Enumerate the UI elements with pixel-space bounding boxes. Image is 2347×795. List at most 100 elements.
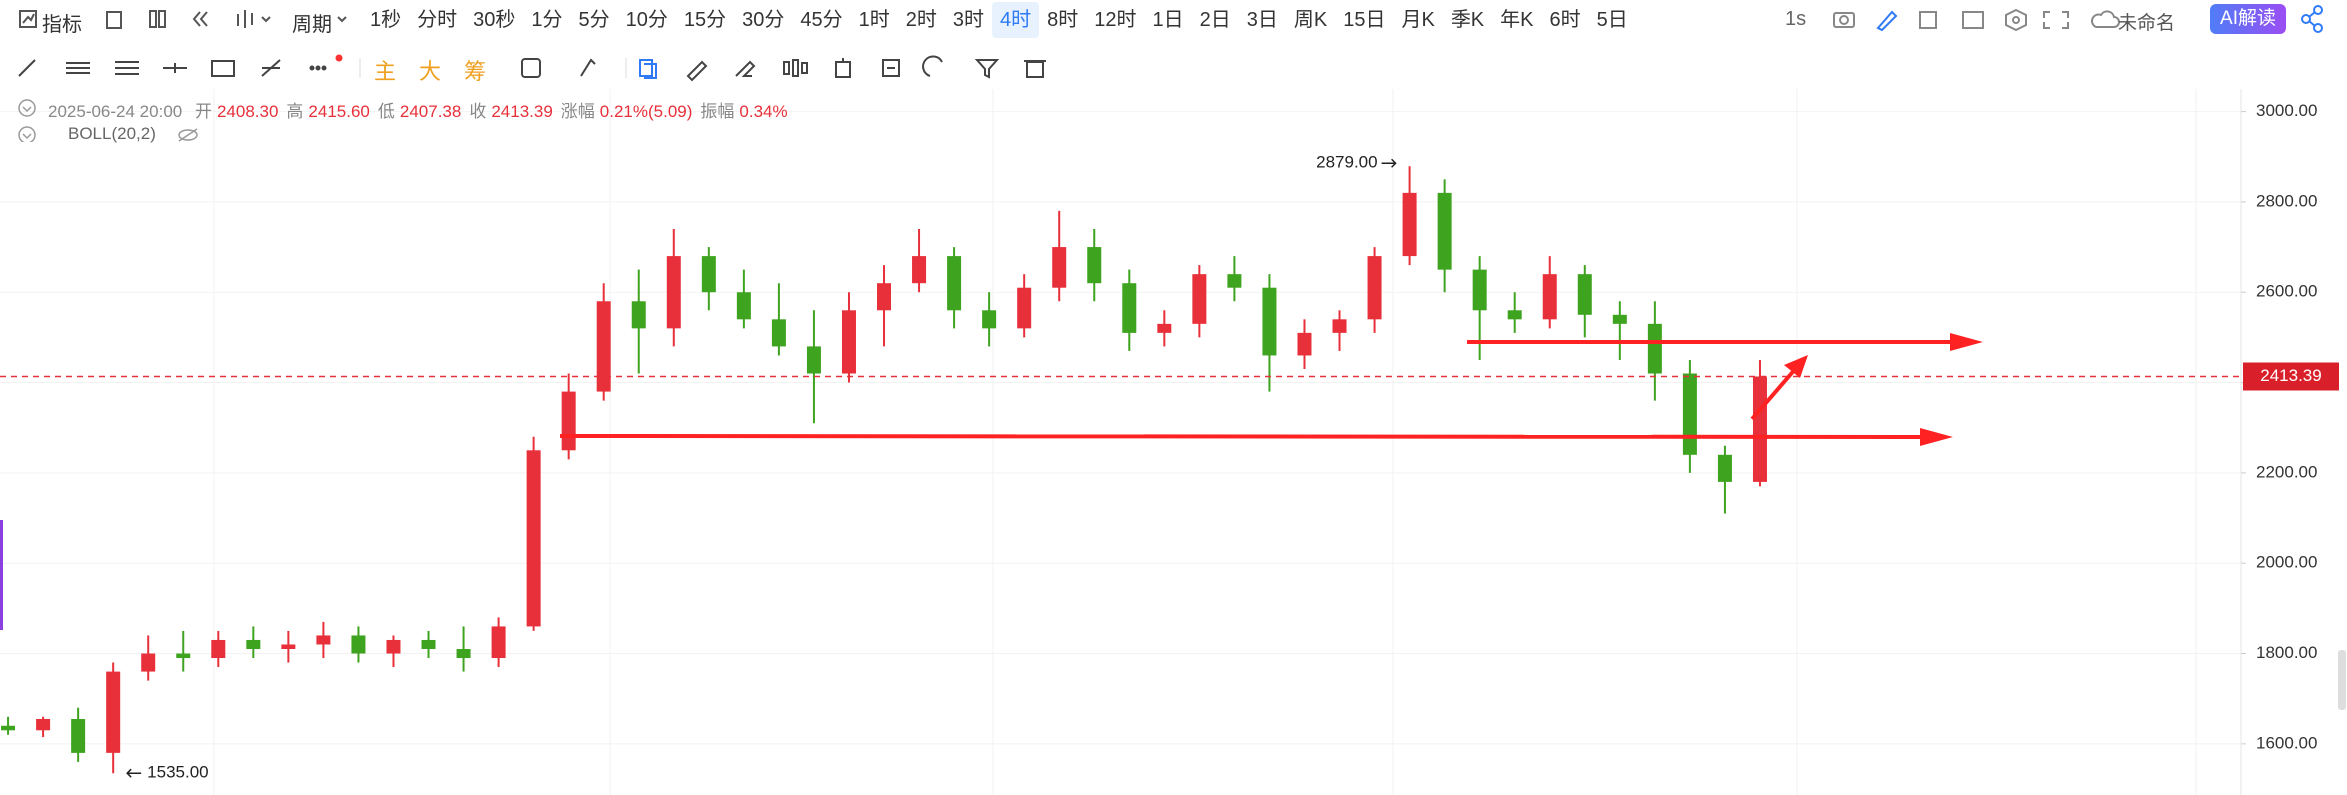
candle-body	[596, 301, 611, 392]
chip-tool[interactable]: 主	[374, 59, 397, 84]
candle-body	[1052, 247, 1067, 288]
boll-label: BOLL(20,2)	[68, 124, 156, 143]
candle-body	[456, 649, 471, 659]
candle-body	[701, 256, 716, 293]
field-value: 2408.30	[216, 102, 279, 121]
speed[interactable]: 1s	[1785, 8, 1807, 30]
interval-button[interactable]: 10分	[625, 9, 668, 31]
y-tick-label: 3000.00	[2256, 101, 2317, 120]
interval-button[interactable]: 1秒	[370, 9, 402, 31]
candle-body	[106, 671, 121, 753]
field-label: 开	[194, 102, 212, 121]
candle-body	[666, 256, 681, 329]
chart-name[interactable]: 未命名	[2118, 13, 2176, 34]
interval-button[interactable]: 45分	[800, 9, 843, 31]
interval-button[interactable]: 15分	[683, 9, 727, 31]
y-tick-label: 2800.00	[2256, 191, 2317, 210]
interval-button[interactable]: 4时	[992, 2, 1040, 38]
interval-list: 1秒 分时 30秒 1分 5分 10分 15分 30分 45分 1时 2时 3时 4时 8时 12时 1日 2日…	[362, 2, 1636, 38]
candle-body	[351, 635, 366, 654]
interval-button[interactable]: 12时	[1094, 9, 1137, 31]
field-value: 0.34%	[739, 102, 788, 121]
candle-body	[1542, 274, 1557, 320]
candle-body	[316, 635, 331, 645]
candle-body	[947, 256, 962, 311]
candle-body	[771, 319, 786, 347]
info-icons	[18, 99, 36, 142]
interval-button[interactable]: 年K	[1500, 9, 1534, 31]
scrollbar[interactable]	[2338, 650, 2346, 710]
candle-body	[1437, 192, 1452, 270]
candle-body	[1262, 287, 1277, 356]
period-button[interactable]: 周期	[292, 14, 332, 36]
candle-body	[421, 639, 436, 649]
candle-body	[561, 391, 576, 451]
field-label: 涨幅	[560, 102, 595, 121]
chip-tools: 主大筹	[374, 54, 486, 86]
datetime: 2025-06-24 20:00	[48, 102, 183, 121]
plot: 1600.001800.002000.002200.002400.002600.…	[0, 101, 2339, 782]
field-value: 2415.60	[308, 102, 370, 121]
ohlc-info: 2025-06-24 20:00 开 2408.30 高 2415.60 低 2407.3…	[48, 97, 796, 122]
candle-body	[1122, 283, 1137, 333]
interval-button[interactable]: 1分	[531, 9, 563, 31]
visibility-icon[interactable]	[174, 125, 204, 145]
candle-body	[141, 653, 156, 672]
share-icon[interactable]	[2298, 0, 2328, 40]
candle-body	[1402, 192, 1417, 257]
candle-body	[1367, 256, 1382, 320]
candle-body	[246, 639, 261, 649]
field-value: 2407.38	[399, 102, 462, 121]
last-price-box	[2243, 362, 2339, 391]
candle-body	[1507, 310, 1522, 320]
candle-body	[1472, 269, 1487, 311]
interval-button[interactable]: 季K	[1450, 9, 1485, 31]
interval-button[interactable]: 6时	[1549, 9, 1581, 31]
interval-button[interactable]: 5分	[578, 9, 610, 31]
candle-body	[982, 310, 997, 329]
y-tick-label: 2200.00	[2256, 462, 2317, 481]
field-value: 0.21%(5.09)	[599, 102, 693, 121]
candle-body	[281, 644, 296, 649]
drawn-arrows	[559, 333, 1983, 446]
candle-body	[1192, 274, 1207, 324]
interval-button[interactable]: 15日	[1343, 9, 1386, 31]
candle-body	[877, 283, 892, 311]
candle-body	[491, 626, 506, 659]
field-label: 低	[377, 102, 395, 121]
min-arrow	[126, 768, 142, 778]
y-tick-label: 1800.00	[2256, 643, 2317, 662]
max-arrow	[1381, 158, 1397, 168]
drawing-icons	[18, 54, 1046, 82]
interval-button[interactable]: 3时	[952, 9, 984, 31]
interval-button[interactable]: 30分	[742, 9, 785, 31]
ohlc-fields: 开 2408.30 高 2415.60 低 2407.38 收 2413.39 涨幅 0.21%(…	[187, 102, 796, 121]
candle-body	[841, 310, 856, 374]
y-tick-label: 2600.00	[2256, 282, 2317, 301]
y-tick-label: 2000.00	[2256, 553, 2317, 572]
interval-button[interactable]: 1时	[858, 9, 890, 31]
interval-button[interactable]: 2时	[905, 9, 937, 31]
candle-body	[1, 725, 16, 731]
interval-button[interactable]: 周K	[1293, 9, 1328, 31]
interval-button[interactable]: 1日	[1152, 9, 1184, 31]
chip-tool[interactable]: 大	[419, 59, 442, 84]
indicator-info: BOLL(20,2)	[48, 124, 156, 144]
interval-button[interactable]: 3日	[1246, 9, 1278, 31]
interval-button[interactable]: 8时	[1047, 9, 1079, 31]
ai-button[interactable]: AI解读	[2210, 4, 2286, 34]
candle-body	[1227, 274, 1242, 288]
interval-button[interactable]: 30秒	[473, 9, 516, 31]
interval-button[interactable]: 2日	[1199, 9, 1231, 31]
chip-tool[interactable]: 筹	[464, 59, 487, 84]
max-label: 2879.00	[1316, 153, 1377, 172]
min-label: 1535.00	[147, 763, 208, 782]
indicator-button[interactable]: 指标	[42, 14, 82, 36]
candle-body	[1157, 323, 1172, 333]
interval-button[interactable]: 分时	[417, 9, 458, 31]
interval-button[interactable]: 月K	[1401, 9, 1435, 31]
candle-body	[1087, 247, 1102, 284]
interval-button[interactable]: 5日	[1596, 9, 1628, 31]
field-label: 收	[469, 102, 487, 121]
